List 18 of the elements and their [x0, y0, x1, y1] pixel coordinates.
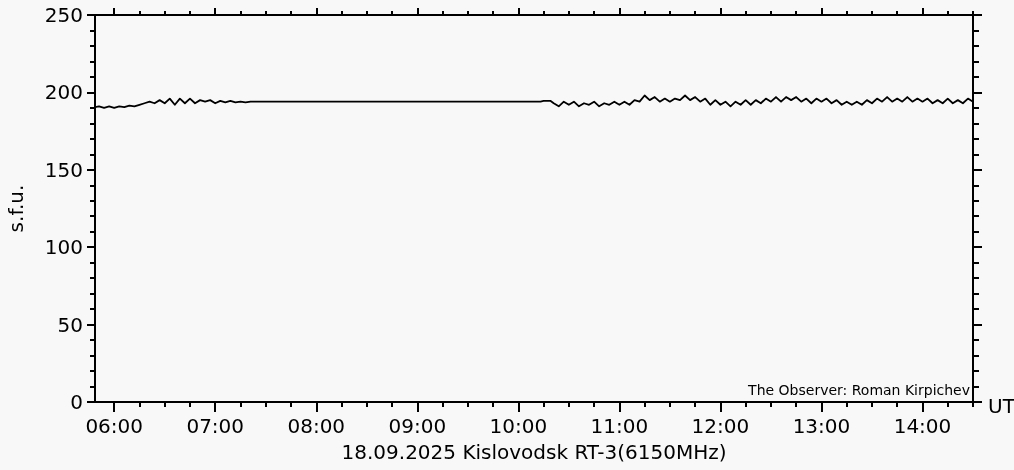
- x-tick-label: 14:00: [893, 414, 952, 438]
- x-tick-label: 11:00: [590, 414, 649, 438]
- annotation: The Observer: Roman Kirpichev: [747, 382, 971, 398]
- x-tick-label: 12:00: [691, 414, 750, 438]
- x-tick-label: 06:00: [85, 414, 144, 438]
- y-tick-label: 200: [44, 80, 83, 105]
- y-tick-label: 50: [57, 312, 83, 337]
- x-tick-label: 09:00: [388, 414, 447, 438]
- y-tick-label: 100: [44, 235, 83, 260]
- y-tick-label: 0: [70, 390, 83, 414]
- x-tick-label: 13:00: [792, 414, 851, 438]
- x-tick-label: 07:00: [186, 414, 245, 438]
- y-tick-label: 250: [44, 3, 83, 27]
- x-tick-label: 10:00: [489, 414, 548, 438]
- x-tick-label: 08:00: [287, 414, 346, 438]
- x-axis-title: 18.09.2025 Kislovodsk RT-3(6150MHz): [341, 439, 727, 464]
- y-tick-label: 150: [44, 157, 83, 182]
- y-axis-title: s.f.u.: [4, 184, 28, 233]
